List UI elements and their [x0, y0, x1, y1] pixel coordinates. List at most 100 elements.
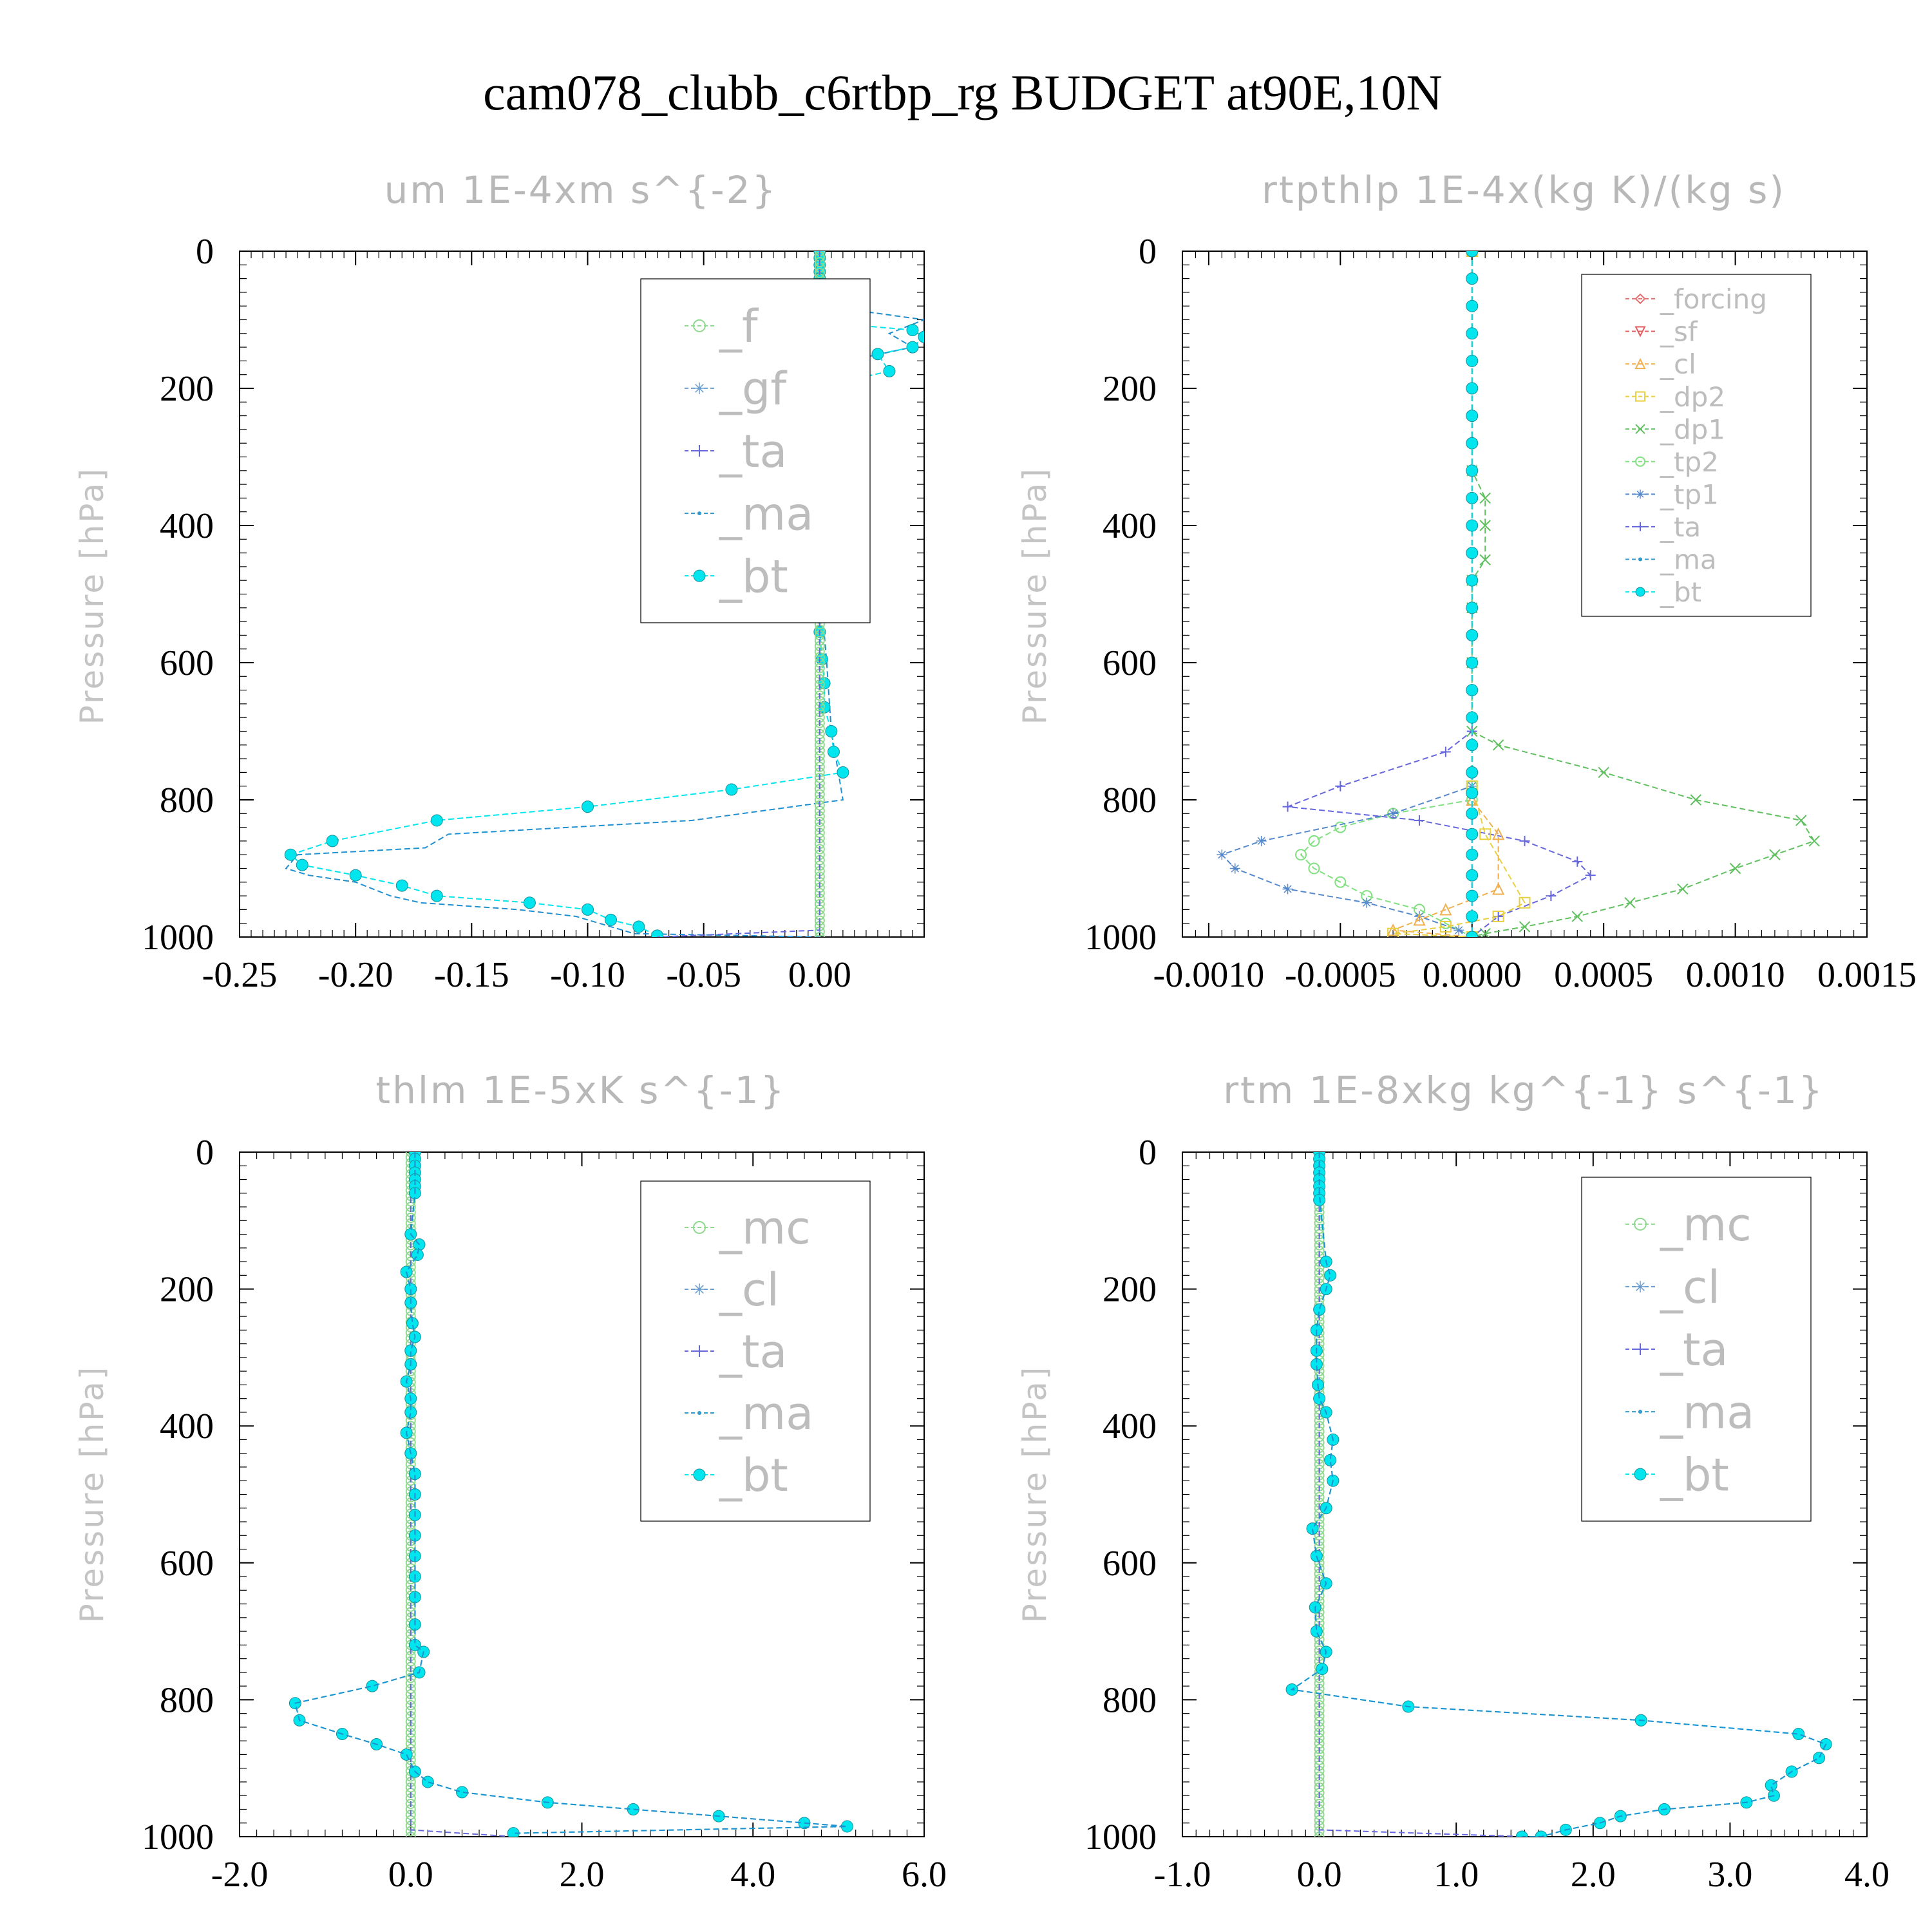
data-point	[1598, 766, 1609, 779]
data-point	[1466, 437, 1479, 450]
data-point-shape	[1440, 746, 1451, 757]
data-point	[284, 848, 297, 861]
data-point-shape	[1314, 1782, 1325, 1793]
legend-label: _ma	[1660, 1386, 1754, 1439]
legend-label: _ma	[1660, 544, 1717, 576]
data-point	[1314, 1213, 1325, 1224]
data-point-shape	[1466, 766, 1479, 779]
y-tick-label: 200	[1103, 369, 1157, 409]
data-point-shape	[1795, 815, 1807, 826]
data-point-shape	[837, 766, 849, 779]
data-point-shape	[1769, 849, 1781, 860]
data-point-shape	[814, 817, 825, 828]
series-ta	[1282, 251, 1596, 937]
legend-marker-shape	[693, 1221, 706, 1234]
data-point	[725, 783, 738, 796]
y-tick-label: 600	[160, 643, 214, 683]
data-point	[1454, 925, 1464, 936]
data-point-shape	[523, 896, 536, 909]
data-point	[814, 674, 825, 685]
data-point	[814, 860, 825, 871]
data-point-shape	[814, 257, 825, 268]
data-point-shape	[1229, 863, 1240, 874]
data-point-shape	[1314, 1267, 1325, 1278]
legend-marker-shape	[1638, 557, 1642, 562]
data-point	[1387, 927, 1399, 937]
data-point-shape	[1439, 903, 1452, 916]
data-point-shape	[405, 1809, 416, 1820]
legend-label: _ma	[719, 1387, 813, 1440]
x-tick-label: -0.25	[202, 955, 278, 995]
legend-label: _tp1	[1660, 478, 1719, 510]
data-point-shape	[1388, 808, 1399, 819]
data-point	[605, 913, 618, 926]
data-point-shape	[1479, 520, 1491, 531]
data-point	[1479, 492, 1491, 504]
data-point	[405, 1782, 416, 1793]
data-point	[1466, 656, 1479, 669]
data-point	[1466, 869, 1479, 882]
data-point-shape	[1313, 1193, 1326, 1206]
x-tick-label: 4.0	[1844, 1855, 1889, 1895]
data-point	[814, 772, 825, 783]
data-point-shape	[1314, 1464, 1325, 1475]
data-point	[1314, 1782, 1325, 1793]
data-point	[632, 920, 645, 933]
x-tick-label: 2.0	[1571, 1855, 1616, 1895]
data-point-shape	[1466, 629, 1479, 641]
y-tick-label: 800	[160, 781, 214, 820]
data-point-shape	[1515, 1830, 1528, 1837]
data-point	[1413, 913, 1426, 926]
series-tp1	[1217, 251, 1477, 937]
legend-marker-shape	[1634, 1217, 1647, 1231]
y-tick-label: 800	[1103, 781, 1157, 820]
legend-marker-shape	[1634, 1468, 1647, 1481]
legend-marker	[1638, 1410, 1642, 1414]
y-tick-label: 800	[1103, 1680, 1157, 1720]
data-point	[405, 1809, 416, 1820]
data-point	[1256, 835, 1267, 846]
data-point	[1324, 1269, 1337, 1282]
legend-item: _bt	[1625, 1448, 1729, 1501]
data-point-shape	[582, 903, 594, 916]
data-point	[1493, 911, 1504, 922]
legend-label: _gf	[719, 363, 787, 415]
data-point	[400, 1748, 413, 1761]
data-point-shape	[1598, 766, 1609, 779]
legend-box	[640, 278, 871, 623]
legend-marker	[1634, 357, 1646, 370]
data-point-shape	[1466, 601, 1479, 614]
data-point	[1479, 520, 1491, 531]
y-tick-label: 400	[160, 506, 214, 546]
data-point	[1492, 882, 1505, 895]
data-point	[1479, 828, 1492, 840]
data-point-shape	[411, 1248, 424, 1261]
legend-marker-shape	[1635, 424, 1645, 434]
data-point-shape	[814, 926, 825, 937]
data-point	[405, 1700, 416, 1710]
data-point	[1492, 828, 1505, 840]
data-point-shape	[1519, 921, 1531, 933]
data-point-shape	[1466, 711, 1479, 724]
data-point	[1439, 903, 1452, 916]
series-line	[294, 1152, 848, 1834]
legend-item: _ma	[1625, 1386, 1754, 1439]
legend-marker	[1634, 1217, 1647, 1231]
data-point	[1466, 931, 1479, 937]
data-point	[814, 817, 825, 828]
data-point-shape	[1519, 896, 1531, 909]
data-point-shape	[906, 323, 919, 336]
legend-label: _ma	[719, 488, 813, 540]
data-point	[326, 835, 339, 848]
data-point	[349, 869, 362, 882]
series-line	[1300, 251, 1473, 937]
data-point-shape	[814, 915, 825, 926]
data-point	[814, 761, 825, 772]
y-tick-label: 1000	[1084, 1817, 1157, 1857]
y-tick-label: 1000	[142, 918, 214, 958]
data-point-shape	[1466, 437, 1479, 450]
data-point-shape	[1314, 1563, 1325, 1574]
data-point	[1466, 519, 1479, 532]
x-tick-label: -0.0005	[1285, 955, 1396, 995]
legend-item: _forcing	[1625, 283, 1767, 315]
